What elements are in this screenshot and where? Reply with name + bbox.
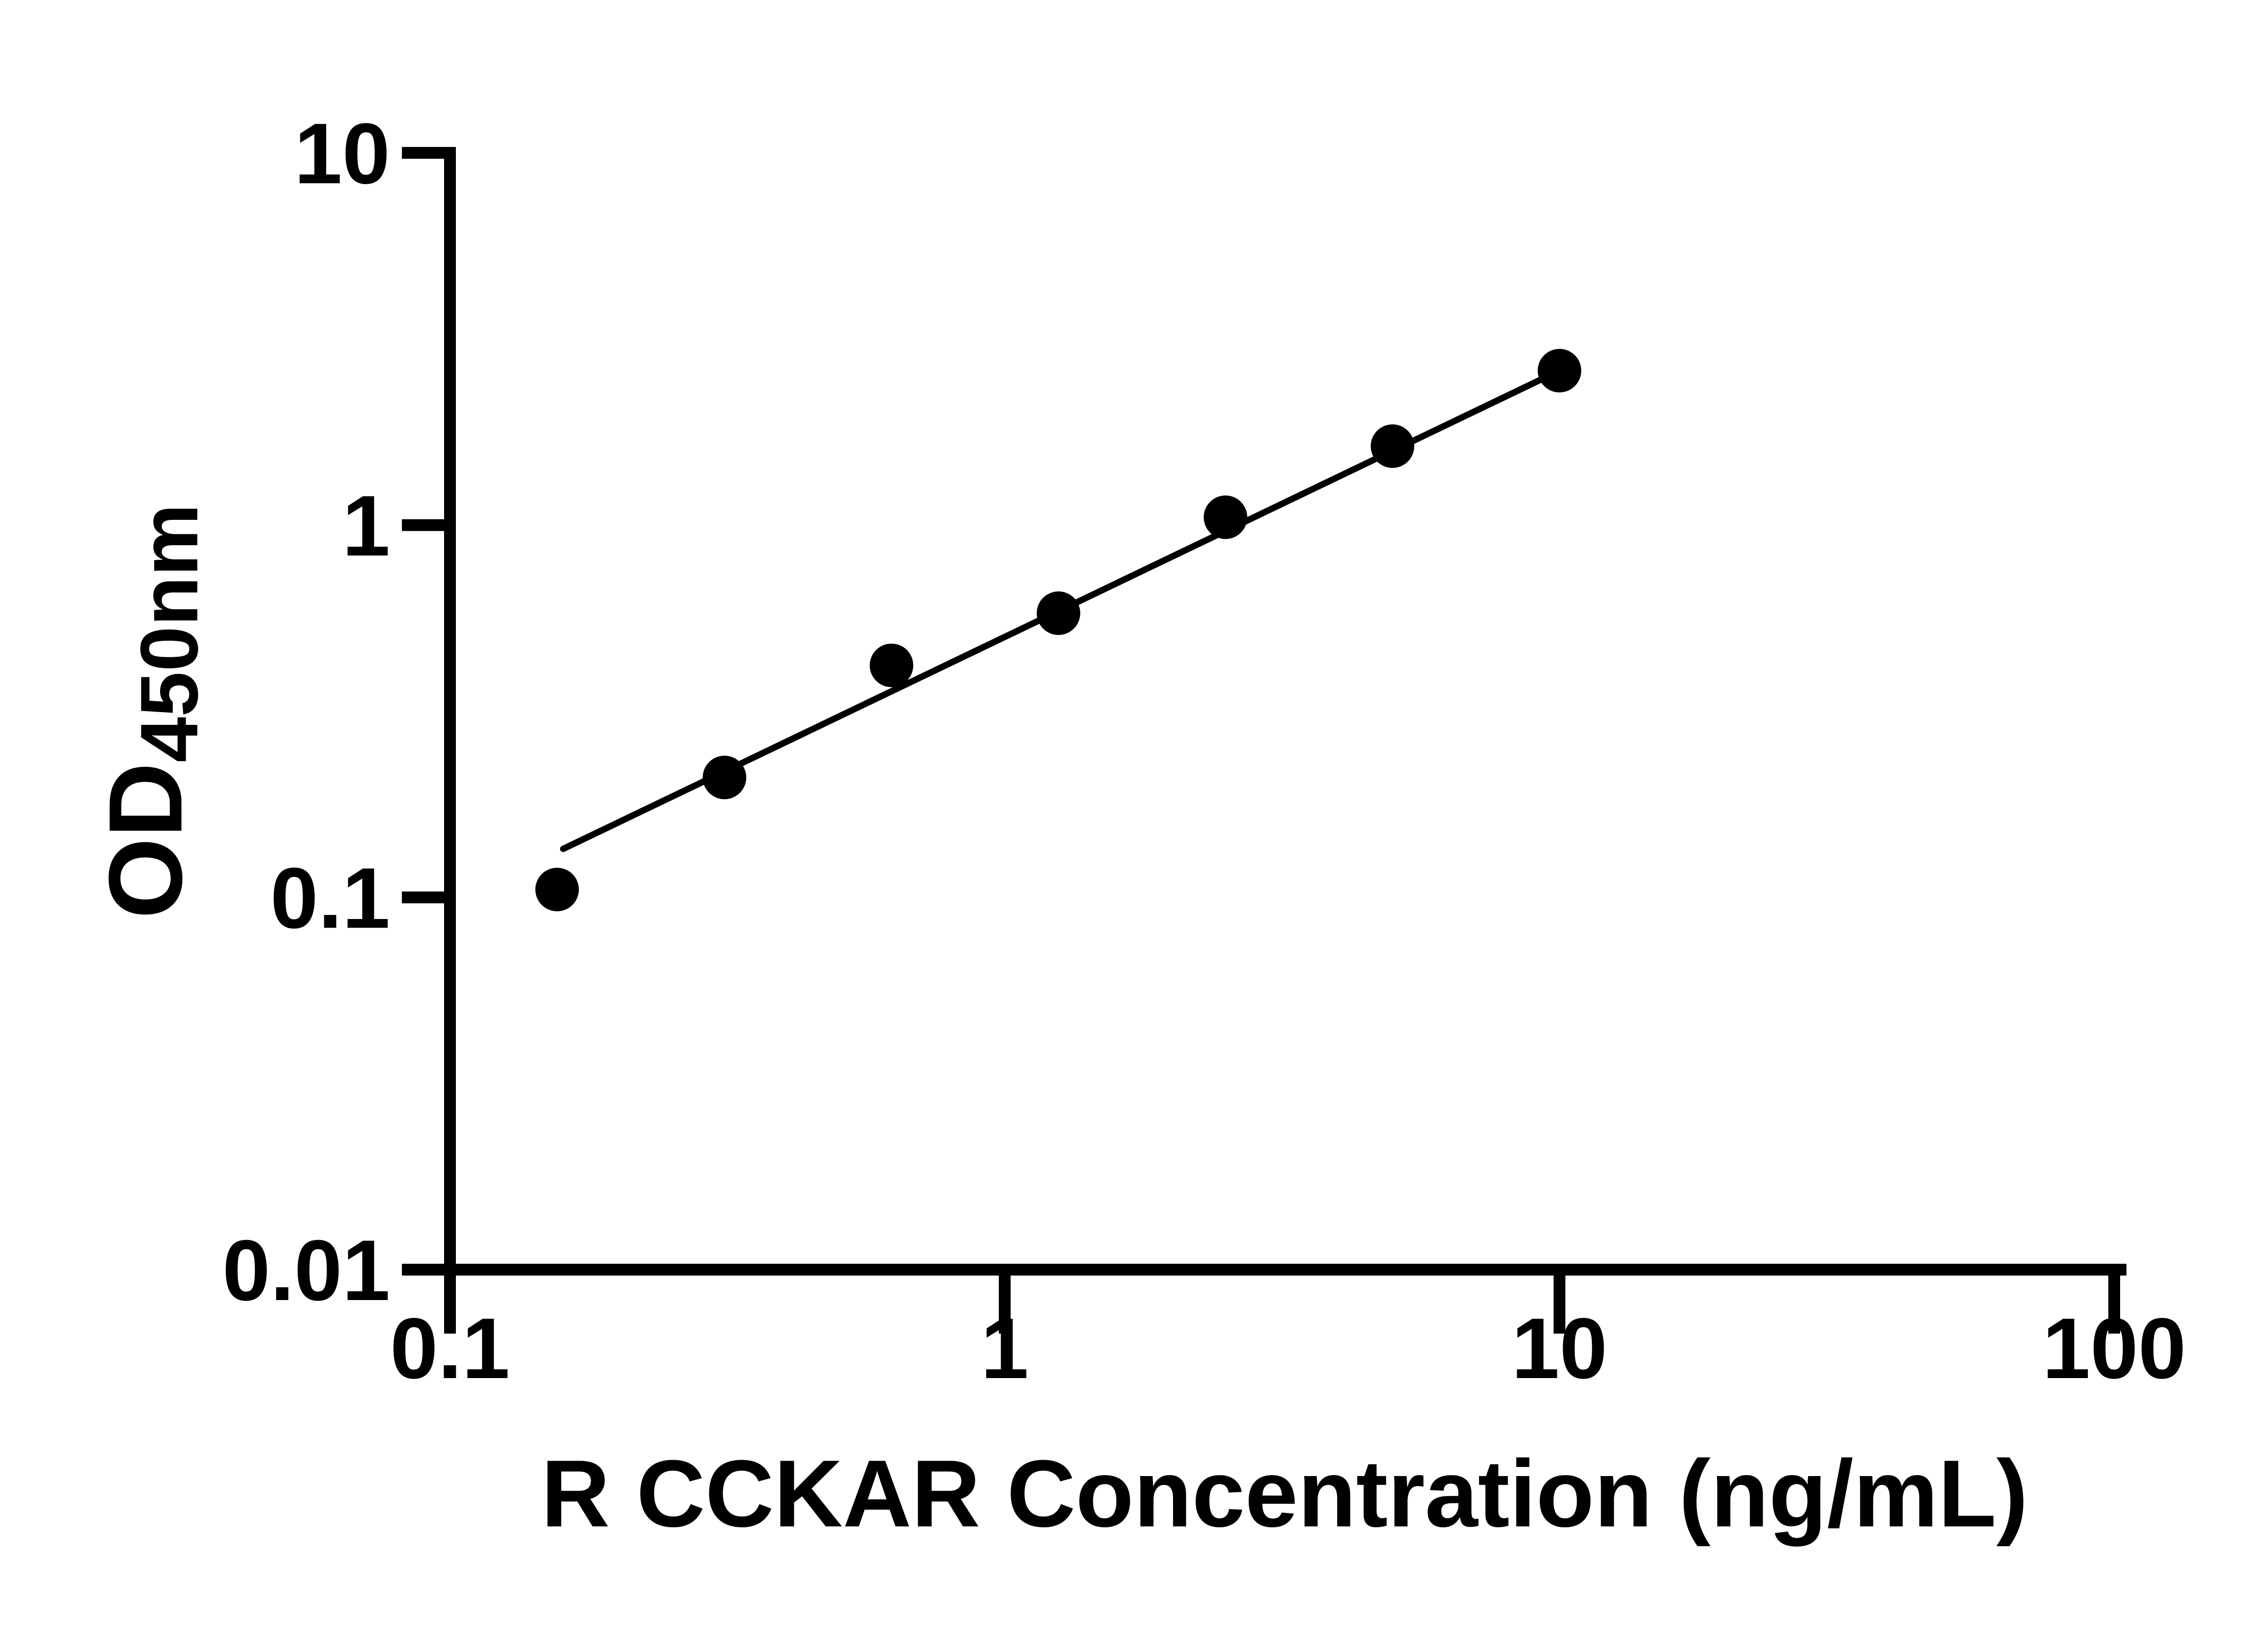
y-axis-ticks bbox=[402, 147, 456, 1276]
x-tick-label-100: 100 bbox=[2042, 1301, 2186, 1397]
data-points-group bbox=[535, 349, 1581, 911]
data-point-x5 bbox=[1370, 424, 1414, 468]
y-axis-tick-labels: 10 1 0.1 0.01 bbox=[222, 106, 390, 1319]
x-tick-label-1: 1 bbox=[981, 1301, 1029, 1397]
x-axis-title: R CCKAR Concentration (ng/mL) bbox=[541, 1440, 2028, 1547]
data-point-x0.156 bbox=[535, 867, 579, 911]
data-point-x0.625 bbox=[870, 643, 914, 687]
y-tick-label-0.1: 0.1 bbox=[270, 850, 390, 946]
data-point-x0.3125 bbox=[703, 755, 747, 799]
y-axis-title-subscript: 450nm bbox=[124, 504, 215, 762]
y-axis-title-main: OD bbox=[87, 763, 204, 919]
y-tick-label-1: 1 bbox=[342, 478, 390, 574]
y-tick-label-10: 10 bbox=[294, 106, 390, 202]
data-point-x10 bbox=[1538, 349, 1581, 393]
x-tick-label-10: 10 bbox=[1511, 1301, 1607, 1397]
axes bbox=[402, 147, 2126, 1276]
y-axis-title: OD450nm bbox=[87, 504, 215, 919]
data-point-x1.25 bbox=[1036, 591, 1080, 635]
data-point-x2.5 bbox=[1203, 495, 1247, 539]
y-tick-label-0.01: 0.01 bbox=[222, 1222, 390, 1319]
x-tick-label-0.1: 0.1 bbox=[390, 1301, 510, 1397]
x-axis-tick-labels: 0.1 1 10 100 bbox=[390, 1301, 2186, 1397]
